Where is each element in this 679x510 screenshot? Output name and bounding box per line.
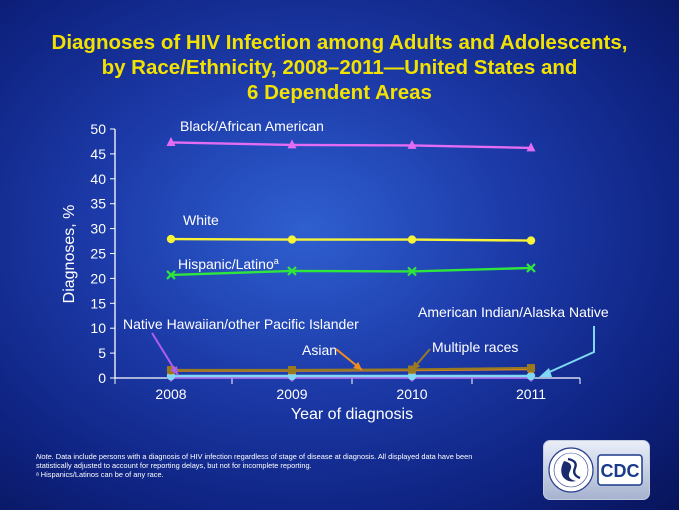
y-tick-label: 15 — [90, 295, 106, 311]
title-line-2: by Race/Ethnicity, 2008–2011—United Stat… — [101, 56, 578, 79]
chart-series — [166, 136, 536, 383]
y-tick-label: 40 — [90, 171, 106, 187]
series-black-african-american — [170, 141, 532, 150]
x-tick-label: 2010 — [396, 386, 427, 402]
data-point — [287, 235, 297, 244]
data-point — [407, 371, 417, 381]
x-tick-label: 2008 — [155, 386, 186, 402]
y-tick-label: 30 — [90, 221, 106, 237]
data-point — [526, 263, 536, 273]
label-multiple-races: Multiple races — [432, 339, 518, 355]
label-black-african-american: Black/African American — [180, 118, 324, 134]
series-line — [170, 266, 532, 277]
arrow-multiple-races — [411, 348, 431, 371]
title-line-3: 6 Dependent Areas — [247, 81, 432, 104]
label-asian: Asian — [302, 342, 337, 358]
data-point — [166, 234, 176, 244]
y-axis-label: Diagnoses, % — [61, 205, 78, 304]
data-point — [287, 139, 297, 149]
arrow-american-indian — [539, 326, 595, 377]
series-multiple-races — [171, 366, 532, 372]
series-white — [170, 237, 532, 242]
y-tick-label: 0 — [98, 370, 106, 386]
x-axis-label: Year of diagnosis — [291, 406, 413, 423]
label-american-indian: American Indian/Alaska Native — [418, 304, 609, 320]
data-point — [407, 235, 417, 244]
data-point — [166, 136, 176, 146]
chart-title: Diagnoses of HIV Infection among Adults … — [10, 30, 669, 105]
note-label: Note. — [36, 452, 54, 461]
footnote-superscript: ᵃ Hispanics/Latinos can be of any race. — [36, 470, 164, 479]
chart-axes: 0 5 10 15 20 25 30 35 40 45 50 2008 2009 2010 2011 Year… — [61, 121, 581, 423]
arrow-asian — [335, 348, 363, 371]
data-point — [526, 142, 536, 152]
data-point — [287, 266, 297, 276]
series-line — [170, 141, 532, 150]
y-tick-label: 20 — [90, 270, 106, 286]
footnote-note: Note. Data include persons with a diagno… — [36, 452, 506, 470]
y-tick-label: 50 — [90, 121, 106, 137]
label-white: White — [183, 212, 219, 228]
data-point — [166, 270, 176, 280]
note-text: Data include persons with a diagnosis of… — [36, 452, 473, 470]
x-tick-label: 2009 — [276, 386, 307, 402]
series-labels: Black/African American White Hispanic/Lati… — [123, 118, 609, 377]
data-point — [526, 371, 536, 381]
title-line-1: Diagnoses of HIV Infection among Adults … — [51, 31, 628, 54]
series-line — [170, 237, 532, 242]
y-tick-label: 25 — [90, 246, 106, 262]
series-line — [171, 366, 532, 372]
y-tick-label: 45 — [90, 146, 106, 162]
y-tick-label: 5 — [98, 345, 106, 361]
arrow-native-hawaiian — [151, 332, 179, 376]
cdc-logo: CDC — [543, 440, 650, 500]
series-hispanic-latino — [170, 266, 532, 277]
y-tick-label: 35 — [90, 196, 106, 212]
data-point — [407, 266, 417, 277]
hhs-eagle-icon: CDC — [548, 447, 643, 493]
label-native-hawaiian: Native Hawaiian/other Pacific Islander — [123, 316, 359, 332]
label-hispanic-latino: Hispanic/Latinoa — [178, 256, 279, 272]
data-point — [526, 236, 536, 245]
cdc-logo-text: CDC — [601, 461, 640, 481]
x-tick-label: 2011 — [516, 386, 546, 402]
data-point — [407, 139, 417, 149]
data-point — [288, 366, 296, 375]
y-tick-label: 10 — [90, 320, 106, 336]
data-point — [527, 364, 535, 373]
